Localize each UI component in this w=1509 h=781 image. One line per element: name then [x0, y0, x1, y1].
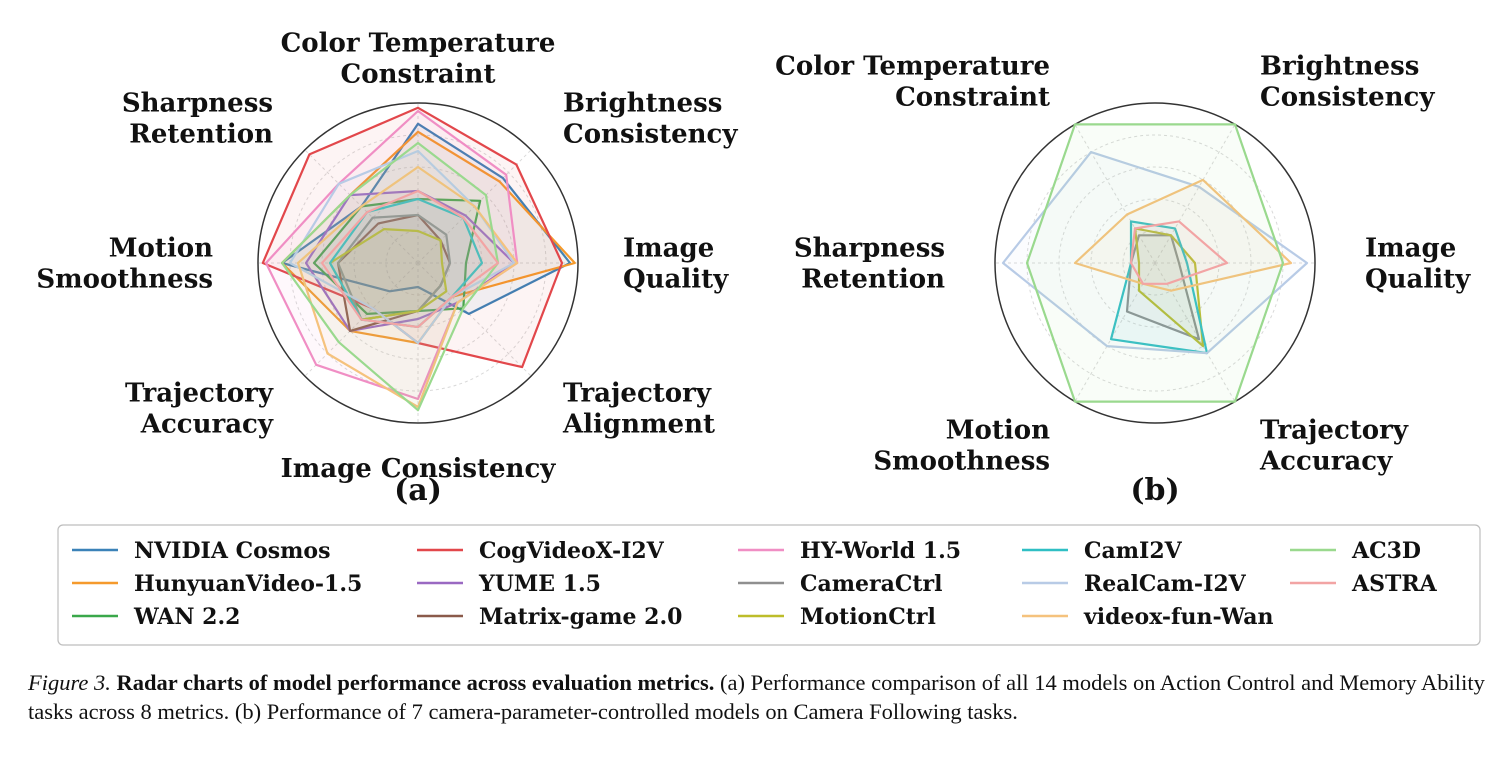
- legend-label-cami2v: CamI2V: [1084, 538, 1183, 564]
- grid-spoke: [1074, 124, 1156, 264]
- legend-label-matrix-game-2-0: Matrix-game 2.0: [479, 604, 682, 630]
- legend-label-hunyuanvideo-1-5: HunyuanVideo-1.5: [134, 571, 362, 597]
- axis-label-brightness-consistency: Brightness Consistency: [1260, 52, 1435, 113]
- grid-spoke: [1154, 124, 1236, 264]
- axis-label-sharpness-retention: Sharpness Retention: [794, 234, 945, 295]
- radar-chart-b: Brightness Consistency Image Quality Traject…: [775, 52, 1471, 508]
- axis-label-image-quality: Image Quality: [623, 234, 729, 295]
- axis-label-trajectory-accuracy: Trajectory Accuracy: [125, 379, 274, 440]
- legend-label-motionctrl: MotionCtrl: [800, 604, 936, 630]
- caption-body: (a) Performance comparison of all 14 mod…: [28, 670, 1485, 724]
- axis-label-trajectory-accuracy: Trajectory Accuracy: [1259, 415, 1409, 476]
- legend-label-wan-2-2: WAN 2.2: [133, 604, 240, 630]
- series-realcam-i2v: [1001, 151, 1309, 355]
- caption-figure-number: Figure 3.: [28, 670, 111, 695]
- axis-label-color-temperature-constraint: Color Temperature Constraint: [281, 29, 556, 90]
- series-astra: [1129, 220, 1229, 285]
- legend: NVIDIA Cosmos HunyuanVideo-1.5 WAN 2.2 CogV…: [57, 524, 1481, 646]
- grid-ring: [1090, 198, 1220, 328]
- outer-ring: [257, 102, 579, 424]
- axis-label-motion-smoothness: Motion Smoothness: [36, 234, 213, 295]
- series-cameractrl: [1125, 234, 1201, 341]
- panel-label: (b): [1130, 473, 1179, 508]
- caption-title: Radar charts of model performance across…: [116, 670, 715, 695]
- panel-label: (a): [394, 473, 442, 508]
- series-ac3d: [280, 141, 500, 412]
- axis-label-motion-smoothness: Motion Smoothness: [873, 415, 1050, 476]
- series-motionctrl: [328, 228, 448, 321]
- legend-frame: [57, 524, 1481, 646]
- legend-label-nvidia-cosmos: NVIDIA Cosmos: [134, 538, 330, 564]
- legend-label-hy-world-1-5: HY-World 1.5: [800, 538, 961, 564]
- series-nvidia-cosmos: [280, 122, 572, 315]
- grid-spoke: [1154, 262, 1236, 402]
- outer-ring: [994, 102, 1316, 424]
- grid-spoke: [417, 262, 532, 377]
- axis-label-color-temperature-constraint: Color Temperature Constraint: [775, 52, 1050, 113]
- series-astra: [320, 189, 500, 329]
- legend-label-realcam-i2v: RealCam-I2V: [1084, 571, 1247, 597]
- axis-label-image-quality: Image Quality: [1365, 234, 1471, 295]
- legend-label-yume-1-5: YUME 1.5: [478, 571, 601, 597]
- legend-label-astra: ASTRA: [1351, 571, 1438, 597]
- axis-label-sharpness-retention: Sharpness Retention: [122, 89, 273, 150]
- axis-label-brightness-consistency: Brightness Consistency: [563, 89, 738, 150]
- grid-spoke: [1074, 262, 1156, 402]
- legend-label-cogvideox-i2v: CogVideoX-I2V: [479, 538, 665, 564]
- axis-label-image-consistency: Image Consistency: [281, 454, 557, 484]
- legend-label-cameractrl: CameraCtrl: [800, 571, 943, 597]
- legend-label-videox-fun-wan: videox-fun-Wan: [1083, 604, 1273, 630]
- series-ac3d: [1025, 123, 1285, 403]
- legend-label-ac3d: AC3D: [1351, 538, 1421, 564]
- figure-caption: Figure 3. Radar charts of model performa…: [28, 668, 1488, 726]
- axis-label-trajectory-alignment: Trajectory Alignment: [562, 379, 715, 440]
